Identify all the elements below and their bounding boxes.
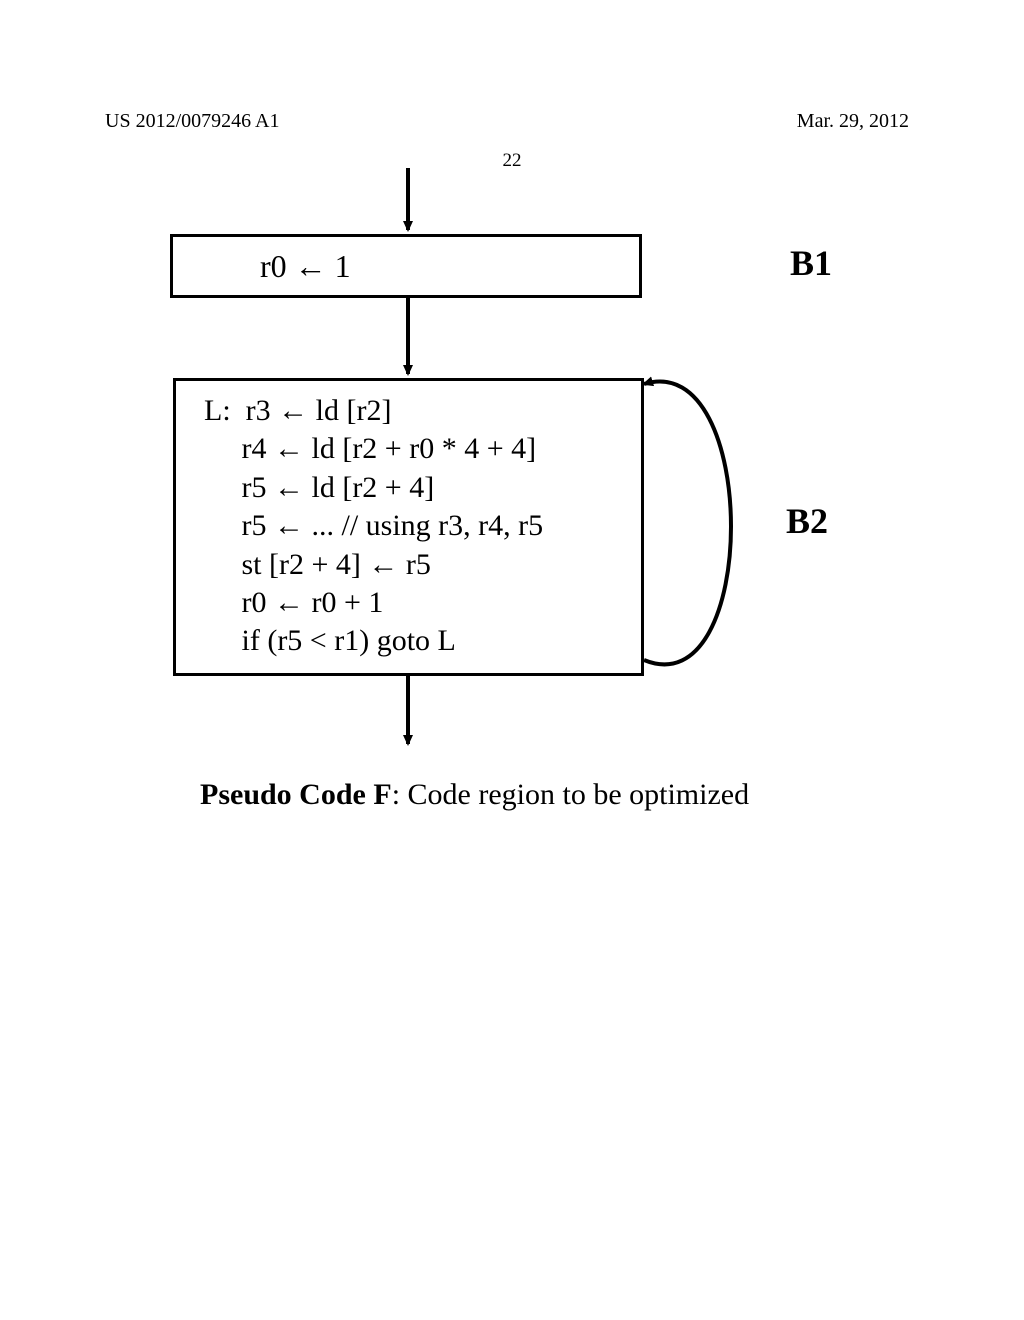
figure-caption: Pseudo Code F: Code region to be optimiz…: [200, 778, 749, 812]
flowchart-diagram: r0 ← 1 B1 L: r3 ← ld [r2] r4 ← ld [r2 + …: [0, 0, 1024, 1320]
caption-bold: Pseudo Code F: [200, 778, 392, 811]
block-b2-label: B2: [786, 500, 828, 542]
caption-rest: : Code region to be optimized: [392, 778, 749, 811]
block-b2-code: L: r3 ← ld [r2] r4 ← ld [r2 + r0 * 4 + 4…: [204, 392, 543, 661]
block-b1-code: r0 ← 1: [260, 248, 351, 285]
block-b1-label: B1: [790, 242, 832, 284]
block-b1: [170, 234, 642, 298]
